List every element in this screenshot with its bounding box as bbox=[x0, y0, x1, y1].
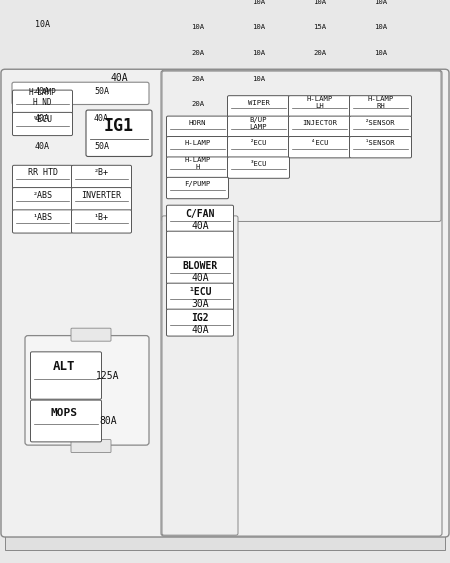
Text: 10A: 10A bbox=[191, 24, 204, 30]
Text: 10A: 10A bbox=[36, 0, 50, 2]
Text: H-LAMP
RH: H-LAMP RH bbox=[367, 96, 394, 109]
FancyBboxPatch shape bbox=[288, 136, 351, 158]
Text: ⁵ECU: ⁵ECU bbox=[32, 115, 53, 124]
Text: 10A: 10A bbox=[374, 50, 387, 56]
FancyBboxPatch shape bbox=[31, 400, 102, 442]
Text: H-LAMP: H-LAMP bbox=[184, 141, 211, 146]
FancyBboxPatch shape bbox=[166, 177, 229, 199]
Text: 40A: 40A bbox=[110, 73, 128, 83]
FancyBboxPatch shape bbox=[12, 82, 149, 105]
Text: 20A: 20A bbox=[313, 50, 326, 56]
Text: ¹ABS: ¹ABS bbox=[32, 213, 53, 222]
FancyBboxPatch shape bbox=[161, 70, 442, 536]
Text: 20A: 20A bbox=[191, 75, 204, 82]
FancyBboxPatch shape bbox=[166, 116, 229, 137]
FancyBboxPatch shape bbox=[166, 205, 234, 232]
Text: BLOWER: BLOWER bbox=[182, 261, 218, 271]
Text: 40A: 40A bbox=[191, 221, 209, 231]
Text: IG1: IG1 bbox=[104, 117, 134, 135]
Text: 10A: 10A bbox=[313, 0, 326, 5]
Text: 20A: 20A bbox=[191, 101, 204, 107]
FancyBboxPatch shape bbox=[13, 210, 72, 233]
FancyBboxPatch shape bbox=[166, 136, 229, 158]
Text: ²ABS: ²ABS bbox=[32, 191, 53, 200]
FancyBboxPatch shape bbox=[166, 257, 234, 284]
FancyBboxPatch shape bbox=[166, 283, 234, 310]
FancyBboxPatch shape bbox=[228, 116, 289, 137]
Text: ¹ECU: ¹ECU bbox=[188, 287, 212, 297]
FancyBboxPatch shape bbox=[72, 166, 131, 189]
FancyBboxPatch shape bbox=[288, 116, 351, 137]
Text: 50A: 50A bbox=[94, 87, 109, 96]
FancyBboxPatch shape bbox=[72, 187, 131, 211]
FancyBboxPatch shape bbox=[350, 116, 411, 137]
FancyBboxPatch shape bbox=[166, 309, 234, 336]
FancyBboxPatch shape bbox=[350, 96, 411, 117]
Text: 10A: 10A bbox=[252, 0, 265, 5]
Text: 50A: 50A bbox=[94, 142, 109, 151]
Text: ²SENSOR: ²SENSOR bbox=[365, 120, 396, 126]
Bar bbox=[5, 533, 445, 550]
FancyBboxPatch shape bbox=[162, 71, 441, 221]
Text: B/UP
LAMP: B/UP LAMP bbox=[250, 117, 267, 129]
Text: IG2: IG2 bbox=[191, 313, 209, 323]
Text: F/PUMP: F/PUMP bbox=[184, 181, 211, 187]
Text: INVERTER: INVERTER bbox=[81, 191, 122, 200]
FancyBboxPatch shape bbox=[350, 136, 411, 158]
Text: H-LAMP
H: H-LAMP H bbox=[184, 158, 211, 171]
FancyBboxPatch shape bbox=[166, 231, 234, 258]
Text: 10A: 10A bbox=[252, 24, 265, 30]
FancyBboxPatch shape bbox=[228, 136, 289, 158]
Text: ¹SENSOR: ¹SENSOR bbox=[365, 141, 396, 146]
FancyBboxPatch shape bbox=[13, 113, 72, 136]
Text: 10A: 10A bbox=[252, 50, 265, 56]
FancyBboxPatch shape bbox=[166, 157, 229, 178]
FancyBboxPatch shape bbox=[228, 157, 289, 178]
Text: 125A: 125A bbox=[96, 370, 120, 381]
Text: ¹B+: ¹B+ bbox=[94, 213, 109, 222]
Text: 40A: 40A bbox=[35, 87, 50, 96]
Text: RR HTD: RR HTD bbox=[27, 168, 58, 177]
FancyBboxPatch shape bbox=[13, 90, 72, 113]
FancyBboxPatch shape bbox=[13, 166, 72, 189]
FancyBboxPatch shape bbox=[13, 187, 72, 211]
Text: HORN: HORN bbox=[189, 120, 206, 126]
Text: 10A: 10A bbox=[252, 75, 265, 82]
FancyBboxPatch shape bbox=[288, 96, 351, 117]
Text: 40A: 40A bbox=[35, 114, 50, 123]
Text: 40A: 40A bbox=[191, 273, 209, 283]
Text: 15A: 15A bbox=[313, 24, 326, 30]
Text: 30A: 30A bbox=[191, 299, 209, 309]
FancyBboxPatch shape bbox=[1, 69, 449, 537]
Text: 10A: 10A bbox=[374, 0, 387, 5]
Text: ³ECU: ³ECU bbox=[250, 161, 267, 167]
FancyBboxPatch shape bbox=[71, 440, 111, 453]
FancyBboxPatch shape bbox=[25, 336, 149, 445]
Text: ²B+: ²B+ bbox=[94, 168, 109, 177]
Text: 10A: 10A bbox=[374, 24, 387, 30]
Text: WIPER: WIPER bbox=[248, 100, 270, 106]
Text: 40A: 40A bbox=[35, 142, 50, 151]
FancyBboxPatch shape bbox=[71, 328, 111, 341]
FancyBboxPatch shape bbox=[86, 110, 152, 157]
Text: 20A: 20A bbox=[191, 50, 204, 56]
Text: H-LAMP
H ND: H-LAMP H ND bbox=[29, 88, 56, 108]
FancyBboxPatch shape bbox=[72, 210, 131, 233]
Text: 80A: 80A bbox=[99, 416, 117, 426]
Text: 40A: 40A bbox=[94, 114, 109, 123]
Text: ⁴ECU: ⁴ECU bbox=[311, 141, 328, 146]
Text: ²ECU: ²ECU bbox=[250, 141, 267, 146]
Text: ALT: ALT bbox=[53, 360, 75, 373]
Text: MOPS: MOPS bbox=[50, 408, 77, 418]
Text: 40A: 40A bbox=[191, 325, 209, 335]
Text: 10A: 10A bbox=[35, 20, 50, 29]
FancyBboxPatch shape bbox=[31, 352, 102, 399]
Text: H-LAMP
LH: H-LAMP LH bbox=[306, 96, 333, 109]
FancyBboxPatch shape bbox=[228, 96, 289, 117]
Text: C/FAN: C/FAN bbox=[185, 209, 215, 219]
FancyBboxPatch shape bbox=[162, 216, 238, 535]
Text: INJECTOR: INJECTOR bbox=[302, 120, 337, 126]
